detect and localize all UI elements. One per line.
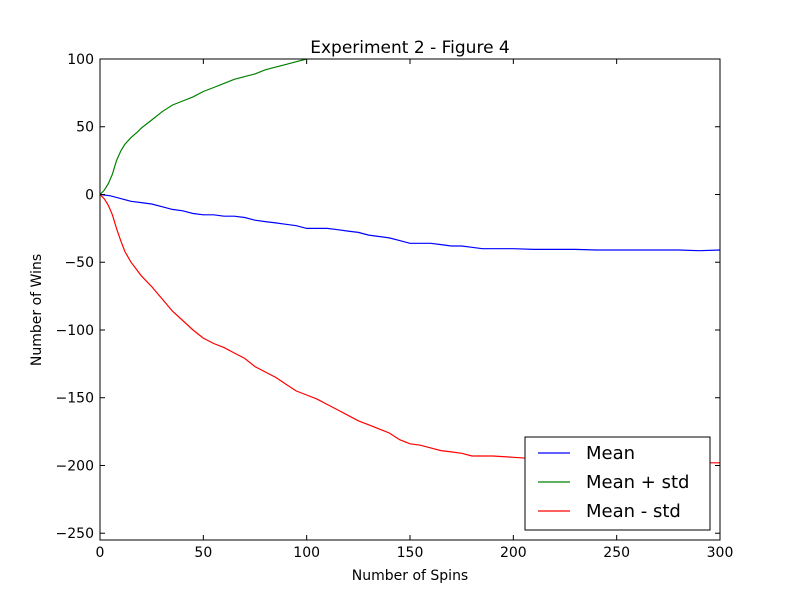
y-tick-label-3: −50: [64, 255, 94, 271]
x-axis-label: Number of Spins: [352, 568, 468, 584]
y-tick-label-1: 50: [76, 120, 94, 136]
x-tick-label-5: 250: [603, 545, 630, 561]
legend: Mean Mean + std Mean - std: [524, 436, 711, 531]
x-tick-label-0: 0: [96, 545, 105, 561]
legend-label-0: Mean: [586, 443, 635, 464]
y-tick-label-4: −100: [56, 323, 94, 339]
y-tick-label-7: −250: [56, 526, 94, 542]
y-axis-ticks: 100 50 0 −50 −100 −150 −200 −250: [56, 52, 720, 542]
series-line-0: [100, 193, 720, 252]
y-tick-label-5: −150: [56, 391, 94, 407]
chart-title: Experiment 2 - Figure 4: [310, 38, 510, 58]
y-axis-label: Number of Wins: [29, 254, 45, 366]
y-tick-label-2: 0: [85, 187, 94, 203]
x-tick-label-6: 300: [707, 545, 734, 561]
x-tick-label-2: 100: [293, 545, 320, 561]
y-tick-label-0: 100: [67, 52, 94, 68]
legend-label-2: Mean - std: [586, 501, 681, 522]
y-tick-label-6: −200: [56, 458, 94, 474]
series-line-1: [100, 59, 307, 195]
x-tick-label-3: 150: [397, 545, 424, 561]
legend-label-1: Mean + std: [586, 472, 689, 493]
x-tick-label-4: 200: [500, 545, 527, 561]
x-tick-label-1: 50: [194, 545, 212, 561]
x-axis-ticks: 0 50 100 150 200 250 300: [96, 59, 734, 561]
